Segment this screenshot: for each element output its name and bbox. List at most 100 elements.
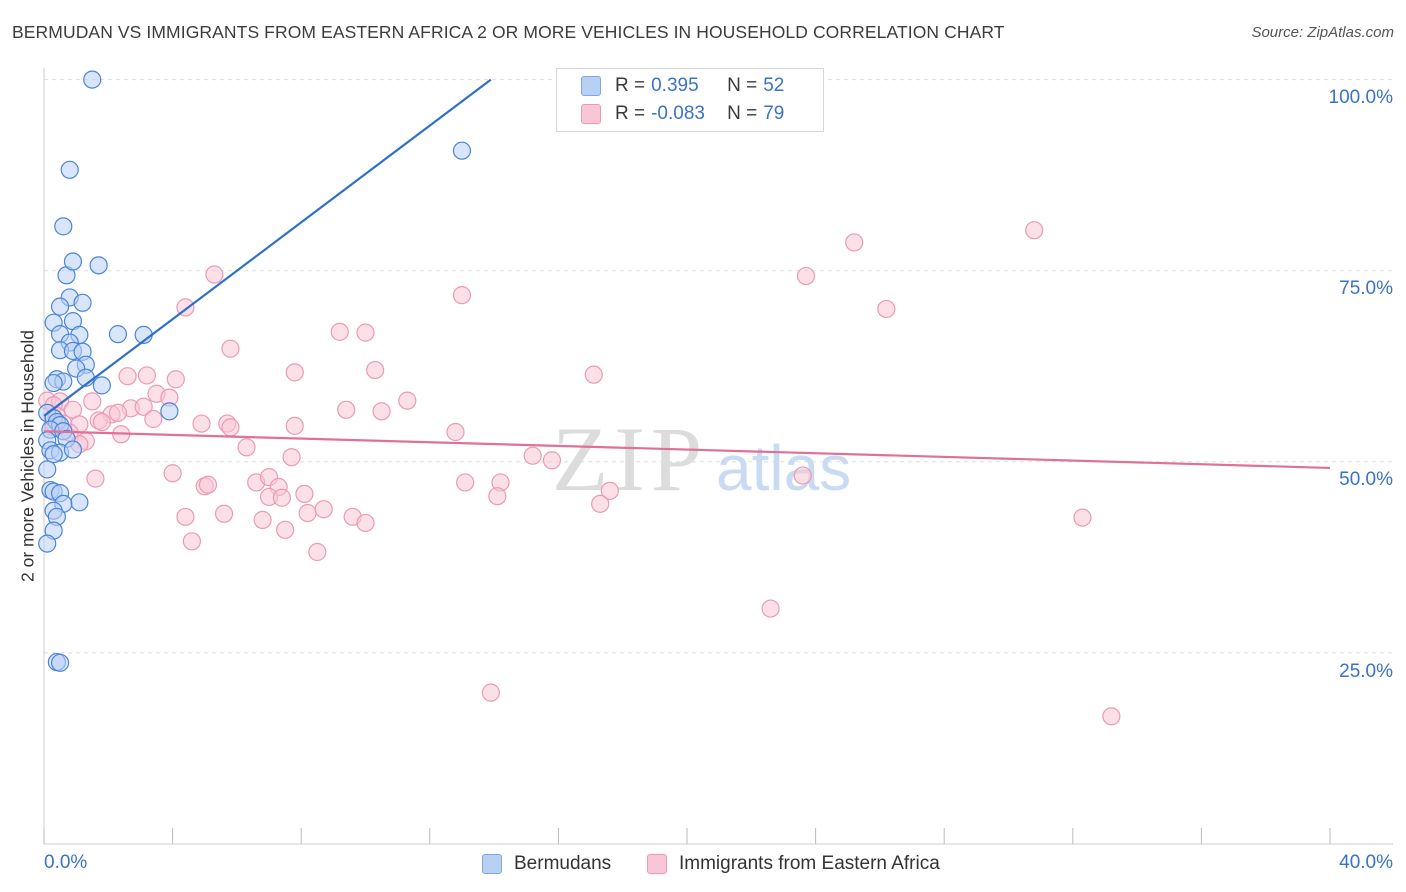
immigrants-point [144,409,163,429]
immigrants-point [237,438,256,457]
trend-lines [43,78,1331,470]
immigrants-point [446,422,465,442]
immigrants-point [1102,707,1121,726]
immigrants-point [272,488,292,507]
bermudans-point [54,217,73,236]
immigrants-point [308,542,327,562]
immigrants-point [542,451,562,470]
immigrants-point [118,367,137,386]
immigrants-point [452,286,472,305]
bermudans-point [63,252,83,271]
immigrants-point [523,446,542,465]
watermark-zip: ZIP [552,408,708,510]
bermudans-point [50,653,70,672]
immigrants-point [92,412,111,432]
correlation-legend: R = 0.395 N = 52 R = -0.083 N = 79 [556,68,824,132]
immigrants-point [584,365,603,384]
immigrants-swatch [581,104,601,124]
x-min-label: 0.0% [44,852,88,873]
bermudans-point [38,534,57,553]
immigrants-point [481,683,500,702]
immigrants-n-value: 79 [763,103,785,124]
watermark-atlas: atlas [716,432,851,504]
immigrants-point [600,481,619,500]
y-tick-25: 25.0% [1339,661,1393,682]
immigrants-point [591,494,610,513]
immigrants-point [456,473,475,492]
chart-title: BERMUDAN VS IMMIGRANTS FROM EASTERN AFRI… [12,22,1005,42]
immigrants-point [285,363,304,382]
immigrants-point [221,339,240,358]
immigrants-point [83,392,102,411]
immigrants-point [86,469,105,488]
immigrants-point [366,360,385,380]
immigrants-point [330,322,349,341]
immigrants-legend-label: Immigrants from Eastern Africa [679,853,940,874]
immigrants-point [372,402,391,421]
bermudans-point [50,297,70,316]
watermark: ZIP atlas [552,408,851,510]
bermudans-legend-label: Bermudans [514,853,612,874]
bermudans-legend-swatch [482,854,502,874]
bermudans-point [108,325,128,344]
legend-row-immigrants: R = -0.083 N = 79 [581,100,784,128]
immigrants-point [282,448,301,467]
bermudans-trend-line [43,78,492,417]
immigrants-point [176,507,195,526]
gridlines [44,79,1393,654]
immigrants-point [488,487,507,506]
bermudans-point [89,256,108,275]
bottom-legend-immigrants[interactable]: Immigrants from Eastern Africa [647,852,940,876]
immigrants-point [192,414,211,433]
immigrants-point [221,418,240,437]
immigrants-point [1073,508,1092,527]
y-tick-75: 75.0% [1339,278,1393,299]
bermudans-point [38,460,57,479]
bermudans-point [70,493,89,512]
immigrants-point [108,403,128,422]
source-credit: Source: ZipAtlas.com [1251,24,1394,41]
immigrants-point [295,484,314,504]
bermudans-point [92,376,111,395]
immigrants-point [182,532,201,551]
y-tick-100: 100.0% [1328,87,1393,108]
bottom-legend-bermudans[interactable]: Bermudans [482,852,611,876]
immigrants-point [337,400,356,419]
bermudans-swatch [581,76,601,96]
n-label: N = [727,103,758,124]
series-bermudans-points [38,70,472,672]
bermudans-point [73,293,92,312]
bermudans-point [44,373,63,393]
x-max-label: 40.0% [1339,852,1393,873]
immigrants-trend-line [43,430,1331,470]
immigrants-point [796,266,816,286]
immigrants-point [298,503,317,523]
immigrants-point [166,370,185,389]
bermudans-point [160,402,179,421]
immigrants-r-value: -0.083 [651,103,705,124]
immigrants-point [276,520,295,539]
immigrants-point [205,265,224,284]
y-tick-50: 50.0% [1339,469,1393,490]
bermudans-point [83,70,102,89]
immigrants-point [356,323,375,342]
immigrants-point [214,504,234,523]
bermudans-point [44,445,63,464]
y-axis-label: 2 or more Vehicles in Household [17,330,38,582]
legend-row-bermudans: R = 0.395 N = 52 [581,72,784,100]
immigrants-point [877,299,896,319]
bermudans-n-value: 52 [763,75,785,96]
immigrants-point [398,391,417,410]
immigrants-legend-swatch [647,854,667,874]
immigrants-point [137,366,156,385]
r-label: R = [615,103,646,124]
immigrants-point [198,475,218,494]
bermudans-r-value: 0.395 [651,75,699,96]
r-label: R = [615,75,646,96]
immigrants-point [253,510,272,529]
immigrants-point [134,397,153,416]
immigrants-point [1025,221,1044,240]
immigrants-point [845,233,864,252]
immigrants-point [356,513,375,533]
